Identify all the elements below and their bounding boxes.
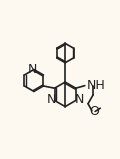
Text: O: O bbox=[89, 105, 99, 118]
Text: N: N bbox=[28, 63, 37, 76]
Text: N: N bbox=[47, 93, 56, 106]
Text: NH: NH bbox=[87, 79, 105, 92]
Text: N: N bbox=[74, 93, 84, 106]
